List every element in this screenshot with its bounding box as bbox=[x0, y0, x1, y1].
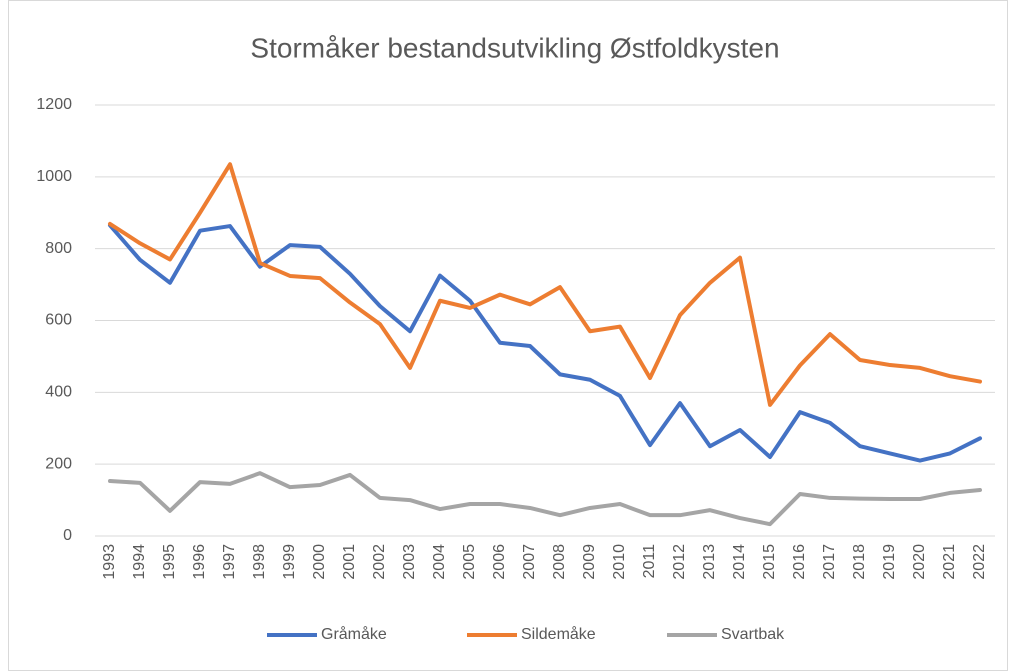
x-tick-label: 2007 bbox=[521, 544, 538, 580]
x-tick-label: 1993 bbox=[101, 544, 118, 580]
y-tick-label: 1000 bbox=[36, 168, 72, 185]
x-tick-label: 1999 bbox=[281, 544, 298, 580]
y-tick-label: 600 bbox=[45, 312, 72, 329]
x-tick-label: 2013 bbox=[701, 544, 718, 580]
x-tick-label: 2015 bbox=[761, 544, 778, 580]
chart-title: Stormåker bestandsutvikling Østfoldkyste… bbox=[250, 32, 779, 63]
x-tick-label: 2022 bbox=[971, 544, 988, 580]
x-tick-label: 2018 bbox=[851, 544, 868, 580]
y-tick-label: 400 bbox=[45, 384, 72, 401]
y-tick-label: 1200 bbox=[36, 96, 72, 113]
x-tick-label: 2002 bbox=[371, 544, 388, 580]
x-tick-label: 2008 bbox=[551, 544, 568, 580]
x-tick-label: 2017 bbox=[821, 544, 838, 580]
x-tick-label: 2014 bbox=[731, 544, 748, 580]
y-tick-label: 0 bbox=[63, 527, 72, 544]
x-tick-label: 2001 bbox=[341, 544, 358, 580]
x-tick-label: 1994 bbox=[131, 544, 148, 580]
x-tick-label: 2021 bbox=[941, 544, 958, 580]
x-tick-label: 1998 bbox=[251, 544, 268, 580]
x-tick-label: 2003 bbox=[401, 544, 418, 580]
chart-border bbox=[8, 0, 1008, 671]
y-tick-label: 800 bbox=[45, 240, 72, 257]
x-tick-label: 2012 bbox=[671, 544, 688, 580]
x-tick-label: 2000 bbox=[311, 544, 328, 580]
x-tick-label: 1995 bbox=[161, 544, 178, 580]
legend-label: Sildemåke bbox=[521, 625, 596, 643]
x-tick-label: 2020 bbox=[911, 544, 928, 580]
x-tick-label: 2005 bbox=[461, 544, 478, 580]
y-tick-label: 200 bbox=[45, 455, 72, 472]
x-tick-label: 2006 bbox=[491, 544, 508, 580]
line bbox=[108, 223, 982, 463]
x-tick-label: 1996 bbox=[191, 544, 208, 580]
line bbox=[108, 471, 982, 527]
x-tick-label: 2009 bbox=[581, 544, 598, 580]
line bbox=[108, 162, 982, 407]
x-tick-label: 2011 bbox=[641, 544, 658, 579]
legend-label: Svartbak bbox=[721, 626, 785, 643]
x-tick-label: 2016 bbox=[791, 544, 808, 580]
x-tick-label: 1997 bbox=[221, 544, 238, 580]
legend-label: Gråmåke bbox=[321, 625, 387, 643]
x-tick-label: 2019 bbox=[881, 544, 898, 580]
x-tick-label: 2004 bbox=[431, 544, 448, 580]
x-tick-label: 2010 bbox=[611, 544, 628, 580]
